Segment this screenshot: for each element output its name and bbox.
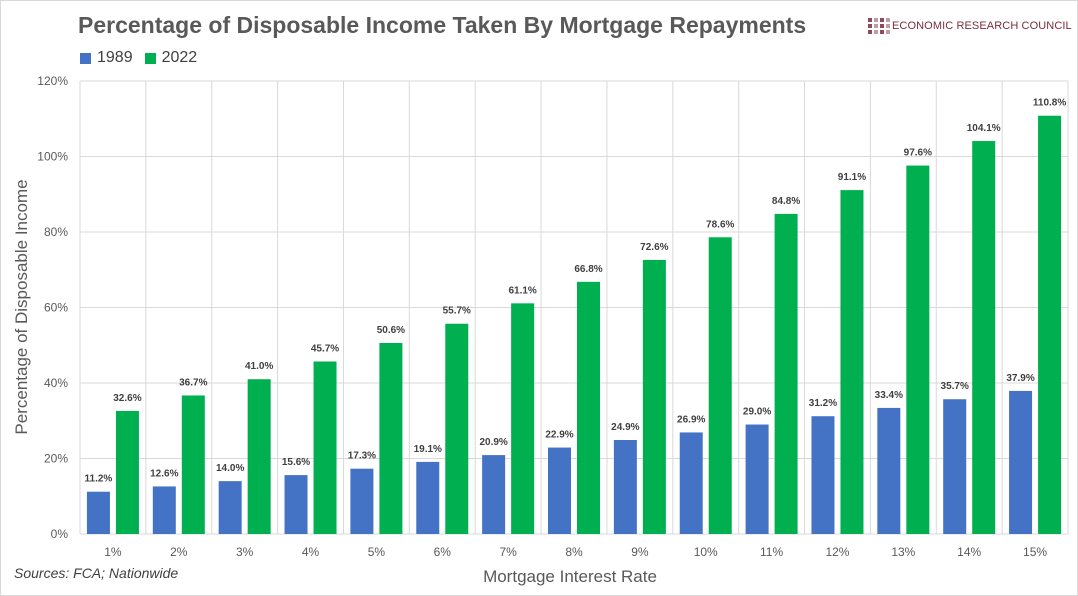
bar-1989	[943, 399, 967, 534]
data-label-1989: 22.9%	[545, 430, 573, 441]
x-tick-label: 5%	[368, 545, 386, 559]
bar-1989	[811, 416, 835, 534]
legend-label-1989: 1989	[97, 49, 133, 66]
logo-text: ECONOMIC RESEARCH COUNCIL	[892, 20, 1072, 32]
bar-2022	[577, 281, 600, 534]
bar-2022	[445, 323, 469, 534]
y-tick-label: 20%	[44, 452, 68, 466]
data-label-1989: 15.6%	[282, 457, 310, 468]
data-label-2022: 36.7%	[179, 377, 207, 388]
bar-1989	[548, 447, 571, 534]
data-label-1989: 26.9%	[677, 414, 705, 425]
data-label-1989: 33.4%	[875, 390, 903, 401]
grid-logo-icon	[868, 18, 890, 34]
bar-1989	[416, 461, 440, 534]
bar-2022	[181, 395, 205, 534]
data-label-2022: 61.1%	[508, 285, 536, 296]
legend-swatch-2022	[144, 52, 156, 64]
data-label-1989: 29.0%	[743, 407, 771, 418]
data-label-1989: 37.9%	[1006, 373, 1034, 384]
x-tick-label: 11%	[760, 545, 783, 559]
legend-label-2022: 2022	[161, 49, 198, 66]
bar-2022	[115, 410, 139, 534]
data-label-2022: 41.0%	[245, 361, 273, 372]
data-label-1989: 14.0%	[216, 463, 244, 474]
x-tick-label: 8%	[565, 545, 583, 559]
data-label-1989: 19.1%	[414, 444, 442, 455]
bar-1989	[1009, 390, 1033, 534]
legend-item-2022: 2022	[144, 49, 198, 67]
data-label-2022: 45.7%	[311, 343, 339, 354]
x-tick-label: 4%	[302, 545, 320, 559]
bar-1989	[86, 491, 110, 534]
data-label-2022: 91.1%	[838, 172, 866, 183]
x-tick-label: 13%	[891, 545, 915, 559]
bar-2022	[379, 342, 403, 534]
source-note: Sources: FCA; Nationwide	[14, 565, 179, 581]
data-label-1989: 20.9%	[479, 437, 507, 448]
x-tick-label: 6%	[434, 545, 452, 559]
legend: 1989 2022	[80, 49, 209, 67]
data-label-1989: 12.6%	[150, 468, 178, 479]
y-tick-label: 60%	[44, 301, 68, 315]
y-tick-label: 100%	[37, 150, 68, 164]
x-tick-label: 9%	[631, 545, 649, 559]
x-tick-label: 12%	[825, 545, 849, 559]
data-label-2022: 55.7%	[443, 306, 471, 317]
legend-swatch-1989	[80, 52, 91, 64]
bar-2022	[906, 165, 930, 534]
bar-2022	[247, 379, 271, 534]
x-tick-label: 10%	[694, 545, 718, 559]
bar-2022	[708, 237, 732, 534]
data-label-2022: 84.8%	[772, 196, 800, 207]
bar-2022	[313, 361, 337, 534]
y-tick-label: 120%	[37, 74, 68, 88]
x-tick-label: 15%	[1023, 545, 1047, 559]
bar-2022	[972, 141, 996, 534]
data-label-2022: 32.6%	[113, 393, 141, 404]
bar-2022	[774, 213, 798, 534]
bar-2022	[642, 259, 666, 534]
data-label-1989: 24.9%	[611, 422, 639, 433]
y-tick-label: 80%	[44, 225, 68, 239]
data-label-2022: 104.1%	[967, 123, 1001, 134]
x-axis-title: Mortgage Interest Rate	[483, 567, 657, 586]
legend-item-1989: 1989	[80, 49, 133, 67]
x-tick-label: 7%	[499, 545, 517, 559]
bar-1989	[218, 481, 242, 534]
data-label-2022: 72.6%	[640, 242, 668, 253]
bar-2022	[511, 303, 535, 534]
data-label-2022: 97.6%	[904, 148, 932, 159]
bar-1989	[745, 424, 769, 534]
data-label-2022: 110.8%	[1033, 98, 1066, 109]
chart-title: Percentage of Disposable Income Taken By…	[78, 12, 807, 38]
x-tick-label: 14%	[957, 545, 981, 559]
logo: ECONOMIC RESEARCH COUNCIL	[868, 14, 1072, 38]
data-label-2022: 66.8%	[574, 264, 602, 275]
bar-2022	[840, 190, 864, 534]
bar-1989	[613, 440, 637, 534]
data-label-1989: 35.7%	[941, 381, 969, 392]
bar-2022	[1038, 115, 1062, 534]
bar-1989	[284, 475, 308, 534]
data-label-2022: 78.6%	[706, 219, 734, 230]
bar-1989	[679, 432, 703, 534]
bar-1989	[152, 486, 176, 534]
data-label-1989: 31.2%	[809, 398, 837, 409]
bar-1989	[350, 468, 374, 534]
x-tick-label: 2%	[170, 545, 188, 559]
y-tick-label: 0%	[51, 527, 69, 541]
bar-1989	[877, 407, 901, 534]
x-tick-label: 1%	[104, 545, 122, 559]
data-label-1989: 11.2%	[85, 474, 113, 485]
bar-1989	[482, 455, 506, 534]
data-label-2022: 50.6%	[377, 325, 405, 336]
data-label-1989: 17.3%	[348, 451, 376, 462]
x-tick-label: 3%	[236, 545, 254, 559]
y-tick-label: 40%	[44, 376, 68, 390]
